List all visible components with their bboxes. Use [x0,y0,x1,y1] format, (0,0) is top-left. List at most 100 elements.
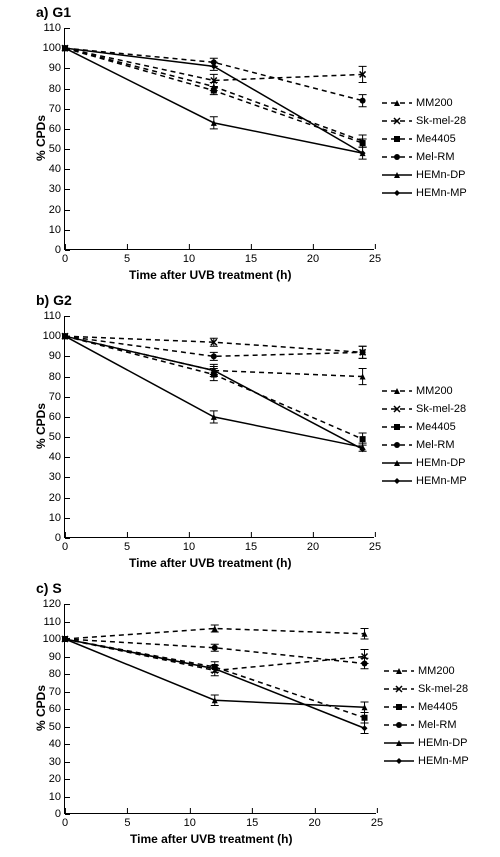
legend-label: Mel-RM [416,151,455,163]
marker-MelRM [362,661,368,667]
legend-swatch [382,168,412,182]
legend-b: MM200 Sk-mel-28 Me4405 Mel-RM HEMn-DP HEMn-MP [382,384,467,492]
ytick: 60 [49,411,65,423]
series-line-HEMnMP [65,639,365,728]
marker-MelRM [360,349,366,355]
legend-item-HEMnMP: HEMn-MP [382,186,467,200]
xtick: 0 [62,249,68,265]
ytick: 100 [43,330,65,342]
legend-item-Me4405: Me4405 [382,132,467,146]
legend-swatch [382,420,412,434]
marker-HEMnMP [362,725,368,731]
ytick: 20 [49,773,65,785]
xtick: 25 [371,813,383,829]
xtick: 20 [307,537,319,553]
legend-label: Me4405 [416,421,456,433]
xtick: 25 [369,249,381,265]
legend-item-MM200: MM200 [382,96,467,110]
ytick: 30 [49,471,65,483]
legend-item-MM200: MM200 [384,664,469,678]
ytick: 70 [49,103,65,115]
marker-Me4405 [362,715,368,721]
legend-label: HEMn-MP [418,755,469,767]
legend-label: Me4405 [418,701,458,713]
legend-item-HEMnDP: HEMn-DP [382,456,467,470]
panel-title-b: b) G2 [36,292,72,308]
legend-swatch [382,474,412,488]
ytick: 20 [49,492,65,504]
xtick: 15 [245,537,257,553]
ytick: 90 [49,651,65,663]
legend-label: MM200 [416,385,453,397]
ytick: 80 [49,668,65,680]
xtick: 10 [184,813,196,829]
ytick: 60 [49,703,65,715]
ytick: 30 [49,756,65,768]
ytick: 30 [49,183,65,195]
legend-swatch [384,682,414,696]
legend-swatch [384,736,414,750]
legend-label: HEMn-DP [416,457,466,469]
legend-swatch [384,700,414,714]
xtick: 20 [307,249,319,265]
xtick: 25 [369,537,381,553]
ylabel: % CPDs [34,403,48,449]
chart-svg [65,316,375,538]
marker-Me4405 [360,140,366,146]
legend-label: HEMn-MP [416,187,467,199]
marker-MelRM [211,353,217,359]
xlabel: Time after UVB treatment (h) [129,556,291,570]
legend-a: MM200Sk-mel-28Me4405Mel-RMHEMn-DPHEMn-MP [382,96,467,204]
xtick: 10 [183,249,195,265]
ytick: 10 [49,224,65,236]
ytick: 90 [49,62,65,74]
chart-c: 01020304050607080901001101200510152025 [64,604,376,814]
xtick: 15 [245,249,257,265]
ytick: 90 [49,350,65,362]
xtick: 5 [124,537,130,553]
ytick: 120 [43,598,65,610]
legend-item-MM200: MM200 [382,384,467,398]
figure-root: a) G1 01020304050607080901001100510152025… [0,0,500,857]
legend-label: Me4405 [416,133,456,145]
legend-swatch [384,718,414,732]
marker-Me4405 [211,88,217,94]
legend-label: MM200 [418,665,455,677]
ytick: 80 [49,371,65,383]
ytick: 10 [49,512,65,524]
legend-label: Sk-mel-28 [418,683,468,695]
legend-item-Me4405: Me4405 [384,700,469,714]
legend-swatch [382,438,412,452]
legend-swatch [382,132,412,146]
ytick: 40 [49,163,65,175]
legend-swatch [384,754,414,768]
ytick: 20 [49,204,65,216]
legend-item-Skmel28: Sk-mel-28 [384,682,469,696]
ytick: 40 [49,738,65,750]
xlabel: Time after UVB treatment (h) [129,268,291,282]
series-line-Me4405 [65,336,363,439]
xtick: 10 [183,537,195,553]
panel-title-c: c) S [36,580,62,596]
panel-title-a: a) G1 [36,4,71,20]
ytick: 70 [49,686,65,698]
chart-svg [65,604,377,814]
legend-label: Sk-mel-28 [416,403,466,415]
ytick: 10 [49,791,65,803]
ytick: 50 [49,721,65,733]
ytick: 100 [43,42,65,54]
chart-a: 01020304050607080901001100510152025 [64,28,374,250]
marker-MelRM [212,645,218,651]
legend-label: Mel-RM [418,719,457,731]
chart-svg [65,28,375,250]
legend-item-HEMnMP: HEMn-MP [382,474,467,488]
legend-item-MelRM: Mel-RM [382,438,467,452]
legend-label: MM200 [416,97,453,109]
ytick: 70 [49,391,65,403]
legend-swatch [382,150,412,164]
legend-item-HEMnDP: HEMn-DP [382,168,467,182]
xlabel: Time after UVB treatment (h) [130,832,292,846]
legend-item-Skmel28: Sk-mel-28 [382,402,467,416]
legend-item-MelRM: Mel-RM [384,718,469,732]
ylabel: % CPDs [34,685,48,731]
